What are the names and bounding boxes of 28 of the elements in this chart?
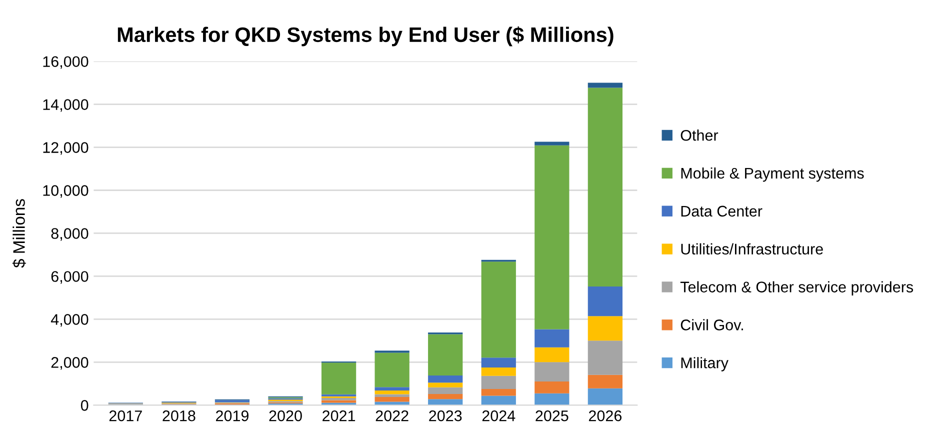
y-tick-label: 16,000 [43, 56, 88, 69]
x-tick-label: 2018 [162, 410, 196, 422]
x-tick-label: 2019 [216, 410, 248, 422]
legend-label: Other [680, 130, 718, 141]
y-tick-label: 6,000 [51, 271, 88, 284]
y-tick-label: 10,000 [43, 185, 88, 198]
legend-label: Civil Gov. [680, 319, 743, 330]
y-axis-title: $ Millions [12, 199, 26, 268]
x-tick-label: 2021 [322, 410, 356, 422]
x-tick-label: 2023 [429, 410, 462, 422]
y-tick-label: 14,000 [43, 99, 88, 112]
x-tick-label: 2017 [109, 410, 142, 422]
x-tick-label: 2022 [376, 410, 408, 422]
x-tick-label: 2026 [588, 410, 622, 422]
y-tick-label: 12,000 [43, 142, 88, 155]
legend-label: Telecom & Other service providers [680, 281, 914, 296]
x-tick-label: 2025 [536, 410, 568, 422]
legend-label: Utilities/Infrastructure [681, 243, 823, 255]
x-tick-label: 2020 [269, 410, 302, 422]
y-tick-label: 2,000 [51, 357, 88, 370]
legend-label: Mobile & Payment systems [681, 167, 864, 182]
chart-title: Markets for QKD Systems by End User ($ Millions) [118, 26, 614, 46]
x-tick-label: 2024 [482, 410, 516, 422]
legend-label: Data Center [681, 206, 762, 217]
y-tick-label: 8,000 [51, 228, 88, 241]
legend-label: Military [681, 357, 728, 372]
y-tick-label: 4,000 [50, 314, 88, 327]
y-tick-label: 0 [80, 400, 88, 411]
